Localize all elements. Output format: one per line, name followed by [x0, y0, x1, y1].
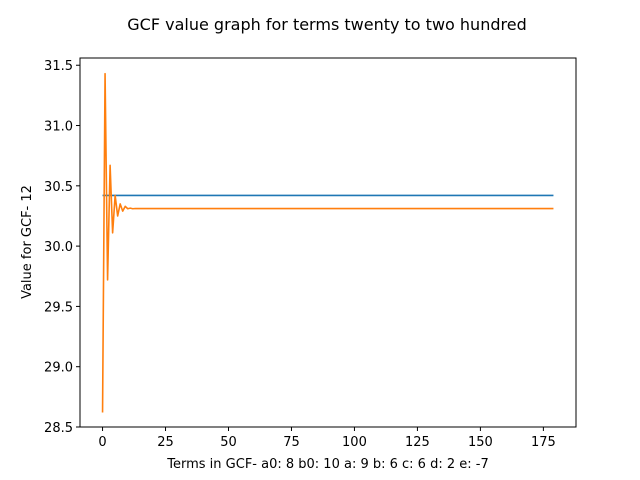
x-tick-label: 0	[98, 435, 106, 450]
chart-title: GCF value graph for terms twenty to two …	[127, 15, 526, 34]
axes-frame	[79, 57, 577, 428]
series-group	[101, 72, 554, 413]
y-tick-label: 30.5	[44, 180, 73, 195]
x-axis-label: Terms in GCF- a0: 8 b0: 10 a: 9 b: 6 c: …	[166, 457, 488, 472]
x-tick-label: 125	[405, 435, 430, 450]
plot-area	[80, 58, 576, 427]
y-tick-label: 28.5	[44, 421, 73, 436]
y-tick-label: 29.0	[44, 361, 73, 376]
x-tick-label: 175	[531, 435, 556, 450]
y-tick-label: 29.5	[44, 300, 73, 315]
ticks-group: 0 25 50 75 100 125 150 175 28.5 29.0 29.5 30.0 30.5 3…	[44, 59, 556, 450]
x-tick-label: 100	[342, 435, 367, 450]
y-tick-label: 31.5	[44, 59, 73, 74]
x-tick-label: 50	[220, 435, 237, 450]
x-tick-label: 150	[468, 435, 493, 450]
y-axis-label: Value for GCF- 12	[20, 185, 35, 299]
series-line-2	[101, 72, 554, 413]
y-tick-label: 31.0	[44, 120, 73, 135]
y-tick-label: 30.0	[44, 240, 73, 255]
x-tick-label: 25	[157, 435, 174, 450]
x-tick-label: 75	[283, 435, 300, 450]
